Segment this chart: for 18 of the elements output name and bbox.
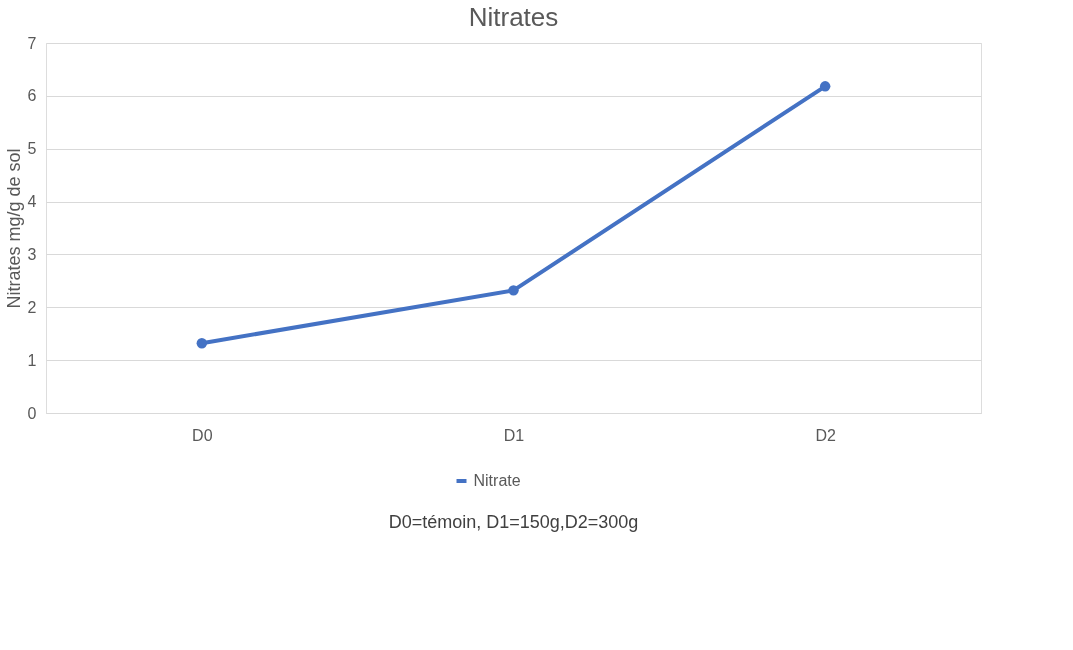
- point: [819, 81, 831, 92]
- y-axis-title: Nitrates mg/g de sol: [3, 148, 24, 309]
- text: D0=témoin, D1=150g,D2=300g: [388, 512, 639, 532]
- y-tick-label: 1: [27, 351, 37, 369]
- y-tick-label: 6: [27, 87, 37, 105]
- x-tick-label: D2: [815, 426, 836, 444]
- y-tick-label: 7: [27, 34, 37, 52]
- legend-label: Nitrate: [473, 472, 521, 489]
- x-tick-label: D1: [503, 426, 525, 444]
- point: [508, 285, 519, 296]
- y-tick-label: 2: [27, 298, 37, 316]
- point: [196, 337, 208, 349]
- chart-title: Nitrates: [468, 2, 559, 32]
- y-tick-label: 0: [27, 404, 37, 422]
- x-tick-label: D0: [192, 426, 213, 444]
- y-tick-label: 5: [27, 140, 37, 158]
- y-tick-label: 3: [27, 245, 37, 263]
- y-tick-label: 4: [27, 193, 37, 211]
